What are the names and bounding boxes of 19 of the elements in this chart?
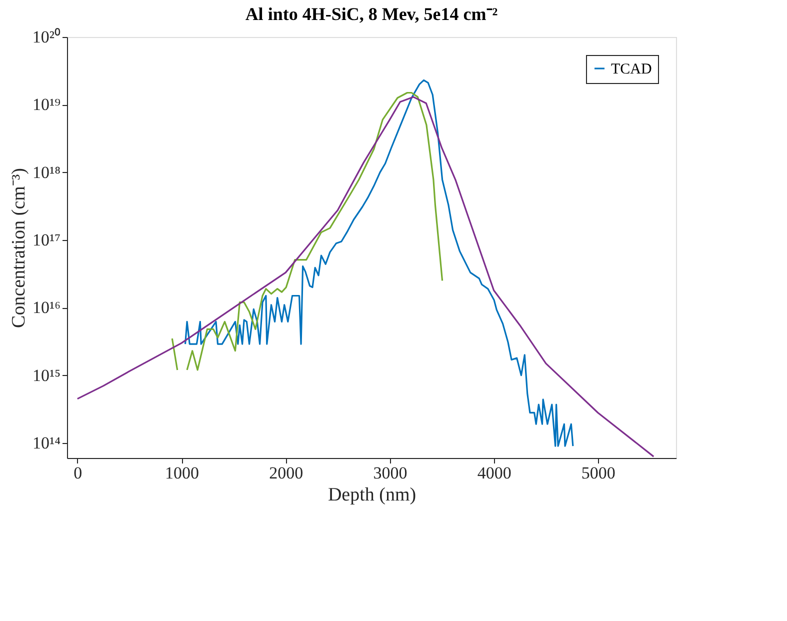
x-tick-label: 0 xyxy=(74,464,82,482)
y-tick-label: 10¹⁷ xyxy=(32,230,61,250)
y-tick-label: 10¹⁴ xyxy=(32,433,61,452)
line-series xyxy=(76,96,654,458)
y-tick-label: 10¹⁶ xyxy=(32,298,61,318)
y-tick-label: 10²⁰ xyxy=(32,28,60,46)
x-axis-title: Depth (nm) xyxy=(328,484,416,506)
x-tick-label: 1000 xyxy=(165,464,200,482)
line-series xyxy=(184,79,574,447)
chart-title: Al into 4H-SiC, 8 Mev, 5e14 cm⁻² xyxy=(245,4,498,24)
x-tick-label: 5000 xyxy=(581,464,616,482)
legend-label: TCAD xyxy=(611,62,652,78)
y-axis-title: Concentration (cm⁻³) xyxy=(8,168,30,328)
y-tick-label: 10¹⁹ xyxy=(32,95,61,114)
x-tick-label: 2000 xyxy=(269,464,304,482)
x-tick-label: 3000 xyxy=(373,464,408,482)
x-tick-label: 4000 xyxy=(477,464,512,482)
y-tick-label: 10¹⁸ xyxy=(32,162,61,182)
y-tick-label: 10¹⁵ xyxy=(32,366,61,385)
